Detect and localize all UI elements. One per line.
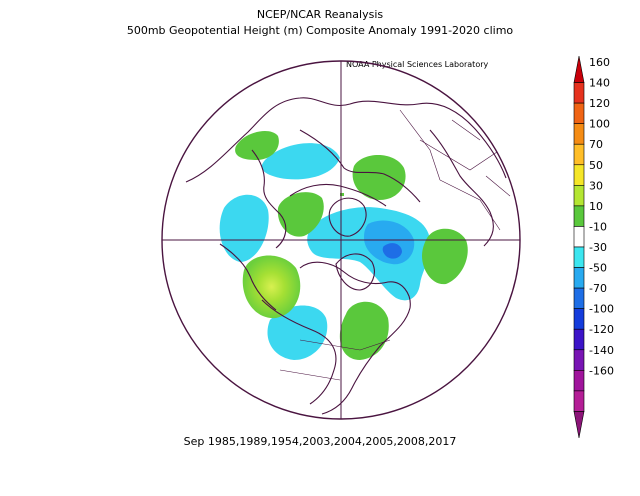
colorbar-cell bbox=[573, 308, 585, 330]
coastline bbox=[335, 253, 375, 291]
colorbar-tick-label: -120 bbox=[589, 323, 614, 336]
colorbar-cell bbox=[573, 226, 585, 248]
colorbar-tick-label: 140 bbox=[589, 77, 610, 90]
anomaly-positive-region bbox=[277, 192, 324, 237]
coastline bbox=[219, 243, 277, 311]
colorbar-cell bbox=[573, 205, 585, 227]
colorbar-cell bbox=[573, 411, 585, 439]
colorbar-cell bbox=[573, 143, 585, 166]
colorbar-tick-label: -160 bbox=[589, 364, 614, 377]
colorbar-tick-label: 120 bbox=[589, 97, 610, 110]
colorbar-tick-label: -140 bbox=[589, 344, 614, 357]
anomaly-positive-region bbox=[422, 228, 468, 285]
colorbar-tick-label: 30 bbox=[589, 179, 603, 192]
colorbar-tick-label: -70 bbox=[589, 282, 607, 295]
coastline bbox=[299, 261, 411, 415]
composite-caption: Sep 1985,1989,1954,2003,2004,2005,2008,2… bbox=[183, 435, 457, 448]
anomaly-negative-region bbox=[261, 143, 340, 180]
border-line bbox=[419, 139, 501, 171]
anomaly-positive-region bbox=[235, 131, 279, 160]
coastline bbox=[299, 129, 421, 203]
colorbar-tick-label: -100 bbox=[589, 303, 614, 316]
colorbar-cell bbox=[573, 102, 585, 124]
colorbar-cell bbox=[573, 55, 585, 83]
colorbar-tick-label: -50 bbox=[589, 262, 607, 275]
coastline bbox=[261, 299, 337, 405]
anomaly-negative-region bbox=[364, 220, 415, 265]
anomaly-negative-region bbox=[382, 243, 402, 259]
colorbar-cell bbox=[573, 246, 585, 268]
colorbar-tick-label: 70 bbox=[589, 138, 603, 151]
colorbar-cell bbox=[573, 287, 585, 309]
colorbar-tick-label: 100 bbox=[589, 118, 610, 131]
anomaly-negative-region bbox=[219, 194, 269, 262]
anomaly-positive-region bbox=[242, 255, 301, 319]
colorbar-cell bbox=[573, 390, 585, 412]
border-line bbox=[299, 339, 391, 351]
border-line bbox=[485, 175, 511, 197]
colorbar-tick-label: 10 bbox=[589, 200, 603, 213]
coastline bbox=[251, 149, 287, 249]
border-line bbox=[439, 179, 501, 231]
colorbar-cell bbox=[573, 328, 585, 351]
colorbar-tick-label: -10 bbox=[589, 220, 607, 233]
colorbar-cell bbox=[573, 164, 585, 186]
colorbar-cell bbox=[573, 82, 585, 104]
border-line bbox=[451, 119, 481, 141]
anomaly-positive-region bbox=[339, 301, 389, 360]
credit-text: NOAA Physical Sciences Laboratory bbox=[346, 60, 489, 69]
chart-title: NCEP/NCAR Reanalysis bbox=[256, 8, 384, 21]
colorbar-tick-label: -30 bbox=[589, 241, 607, 254]
border-line bbox=[399, 109, 441, 181]
globe-boundary bbox=[161, 60, 521, 420]
colorbar-cell bbox=[573, 370, 585, 392]
coastline bbox=[429, 129, 494, 247]
coastline bbox=[289, 183, 387, 207]
colorbar-tick-label: 160 bbox=[589, 56, 610, 69]
colorbar-cell bbox=[573, 349, 585, 371]
colorbar-cell bbox=[573, 185, 585, 207]
chart-subtitle: 500mb Geopotential Height (m) Composite … bbox=[126, 24, 514, 37]
colorbar-cell bbox=[573, 123, 585, 145]
anomaly-positive-region bbox=[352, 155, 406, 200]
coastline bbox=[185, 97, 507, 183]
anomaly-negative-region bbox=[267, 305, 328, 360]
colorbar-tick-label: 50 bbox=[589, 159, 603, 172]
polar-map bbox=[161, 60, 521, 420]
coastline bbox=[328, 197, 367, 237]
border-line bbox=[279, 369, 341, 381]
colorbar-cell bbox=[573, 267, 585, 289]
